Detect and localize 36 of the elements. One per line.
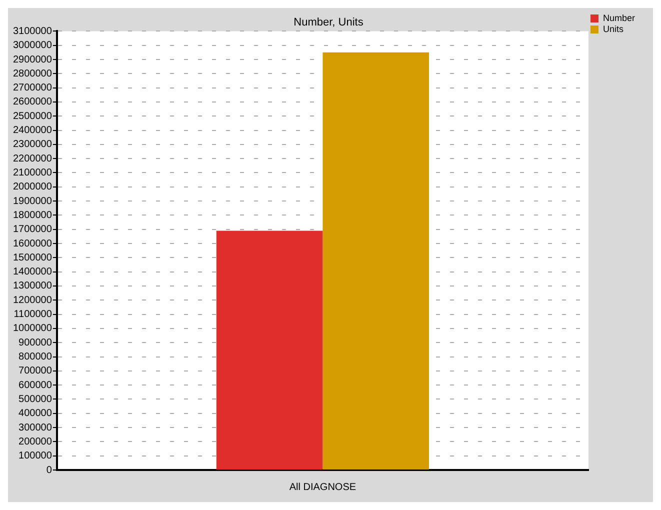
y-tick-label: 1200000 [12, 294, 52, 306]
y-tick-label: 300000 [18, 422, 52, 434]
y-tick-label: 3100000 [12, 26, 52, 37]
y-tick-label: 1300000 [12, 280, 52, 292]
y-tick-label: 3000000 [12, 40, 52, 52]
y-tick-label: 1800000 [12, 210, 52, 221]
y-tick-label: 2900000 [12, 54, 52, 66]
y-tick-label: 2400000 [12, 125, 52, 136]
y-tick-label: 0 [46, 464, 52, 476]
y-tick-label: 2100000 [12, 168, 52, 178]
y-tick-label: 200000 [18, 436, 52, 448]
y-tick-label: 700000 [18, 366, 52, 377]
y-tick-label: 100000 [18, 450, 52, 462]
y-tick-label: 600000 [18, 380, 52, 391]
y-tick-label: 2200000 [12, 153, 52, 164]
y-tick-label: 1900000 [12, 196, 52, 207]
legend-label: Number [602, 12, 636, 23]
y-tick-label: 1400000 [12, 266, 52, 278]
chart-title: Number, Units [294, 16, 364, 29]
y-tick-label: 1000000 [12, 323, 52, 334]
y-tick-label: 2000000 [12, 182, 52, 193]
y-tick-label: 2800000 [12, 68, 52, 80]
y-tick-label: 800000 [18, 352, 52, 363]
y-tick-label: 2300000 [12, 139, 52, 150]
y-tick-label: 2500000 [12, 110, 52, 122]
y-tick-label: 400000 [18, 408, 52, 420]
y-tick-label: 1500000 [12, 252, 52, 264]
y-tick-label: 1600000 [12, 238, 52, 250]
x-tick-label: All DIAGNOSE [289, 482, 356, 493]
y-tick-label: 1700000 [12, 224, 52, 236]
y-tick-label: 1100000 [14, 309, 52, 320]
y-tick-label: 900000 [18, 337, 52, 348]
y-tick-label: 500000 [18, 394, 52, 405]
y-tick-label: 2600000 [12, 96, 52, 108]
y-tick-label: 2700000 [12, 82, 52, 94]
legend-label: Units [602, 24, 624, 34]
